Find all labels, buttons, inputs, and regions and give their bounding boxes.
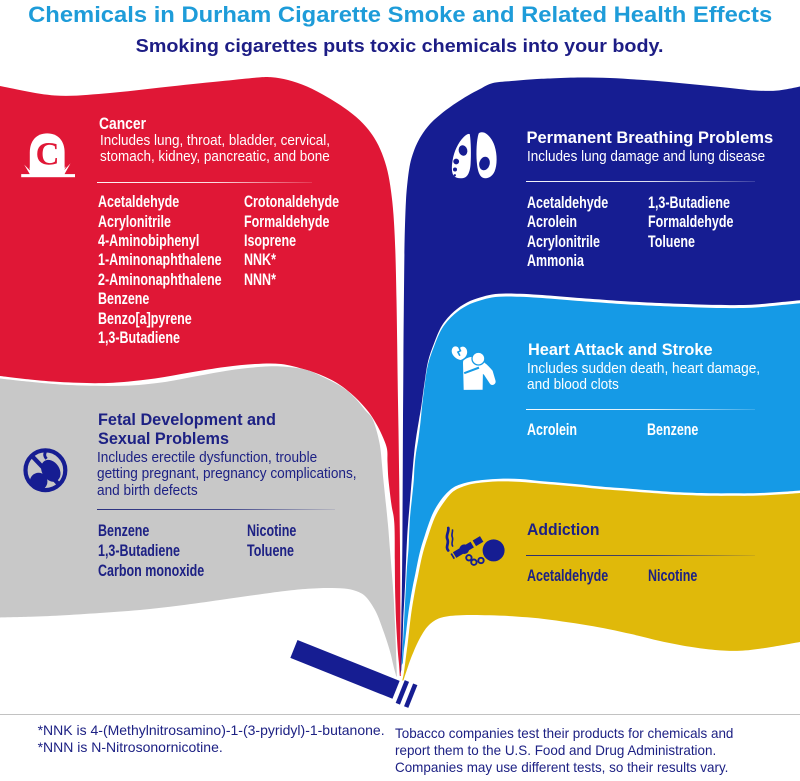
svg-text:C: C <box>36 136 60 172</box>
